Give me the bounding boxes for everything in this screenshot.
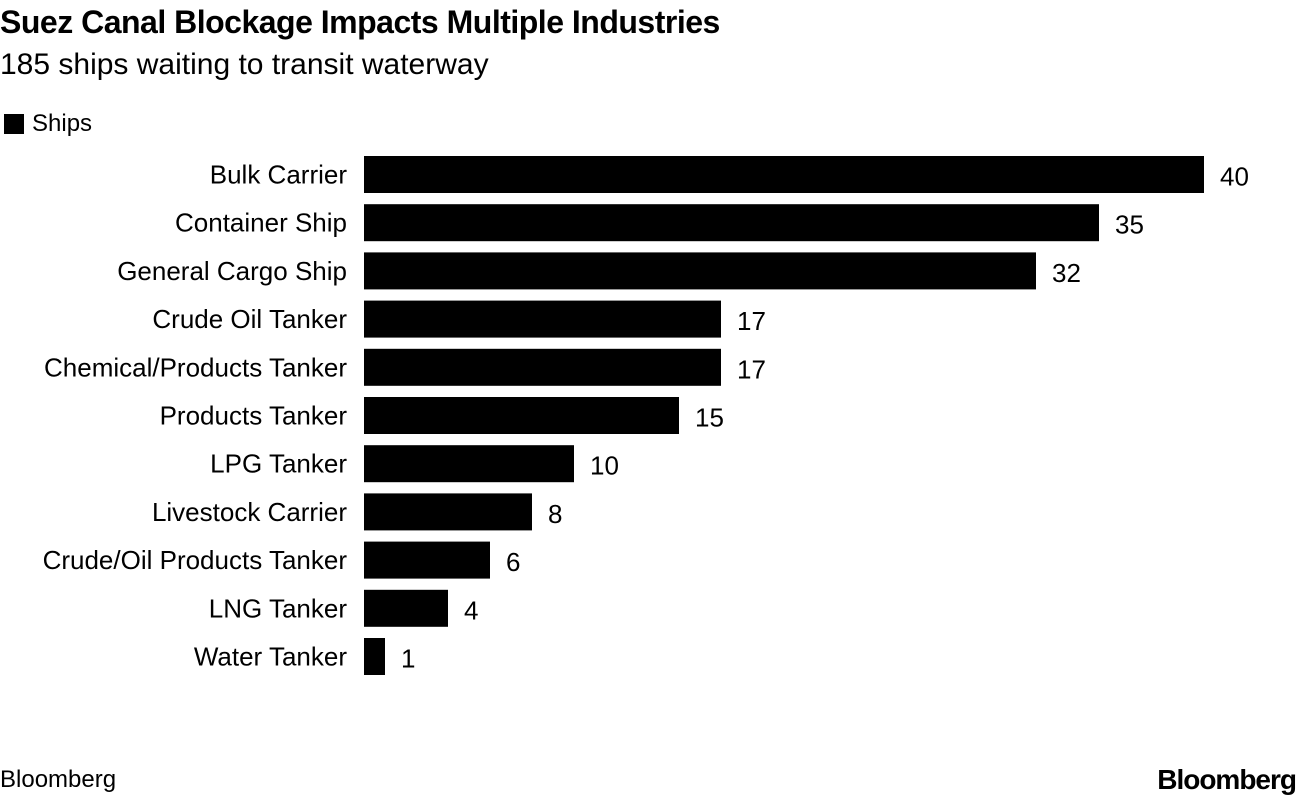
category-label: LPG Tanker [210, 449, 347, 479]
bar [364, 397, 679, 434]
bar [364, 252, 1036, 290]
bar-value-label: 1 [401, 644, 415, 674]
bar-value-label: 17 [737, 354, 766, 384]
bar [364, 638, 385, 675]
bar-value-label: 17 [737, 306, 766, 336]
bar [364, 445, 574, 483]
chart-legend: Ships [4, 110, 92, 138]
source-label: Bloomberg [0, 766, 117, 793]
category-label: Crude/Oil Products Tanker [43, 545, 348, 575]
chart-subtitle: 185 ships waiting to transit waterway [0, 48, 489, 81]
bar-value-label: 4 [464, 595, 478, 625]
legend-label: Ships [32, 110, 93, 137]
legend-swatch [4, 114, 24, 134]
bar [364, 589, 448, 627]
bar [364, 156, 1204, 193]
bar-chart: Bulk Carrier 40 Container Ship 35 General Ca… [43, 156, 1249, 675]
bar [364, 204, 1099, 242]
category-label: Water Tanker [194, 642, 348, 672]
bar-value-label: 32 [1052, 258, 1081, 288]
bar-value-label: 35 [1115, 210, 1144, 240]
bar-value-label: 6 [506, 547, 520, 577]
bar-value-label: 10 [590, 451, 619, 481]
bar-value-label: 40 [1220, 162, 1249, 192]
category-label: Crude Oil Tanker [152, 304, 347, 334]
bloomberg-logo: Bloomberg [1157, 764, 1296, 795]
bar [364, 300, 721, 338]
category-label: Products Tanker [160, 401, 348, 431]
category-label: Livestock Carrier [152, 497, 347, 527]
chart-title: Suez Canal Blockage Impacts Multiple Ind… [0, 4, 720, 40]
bar-value-label: 15 [695, 403, 724, 433]
category-label: Bulk Carrier [210, 160, 348, 190]
bar [364, 541, 490, 579]
category-label: LNG Tanker [209, 593, 348, 623]
bar-value-label: 8 [548, 499, 562, 529]
bar [364, 348, 721, 386]
category-label: Container Ship [175, 208, 347, 238]
bar [364, 493, 532, 531]
category-label: Chemical/Products Tanker [44, 352, 347, 382]
category-label: General Cargo Ship [117, 256, 347, 286]
